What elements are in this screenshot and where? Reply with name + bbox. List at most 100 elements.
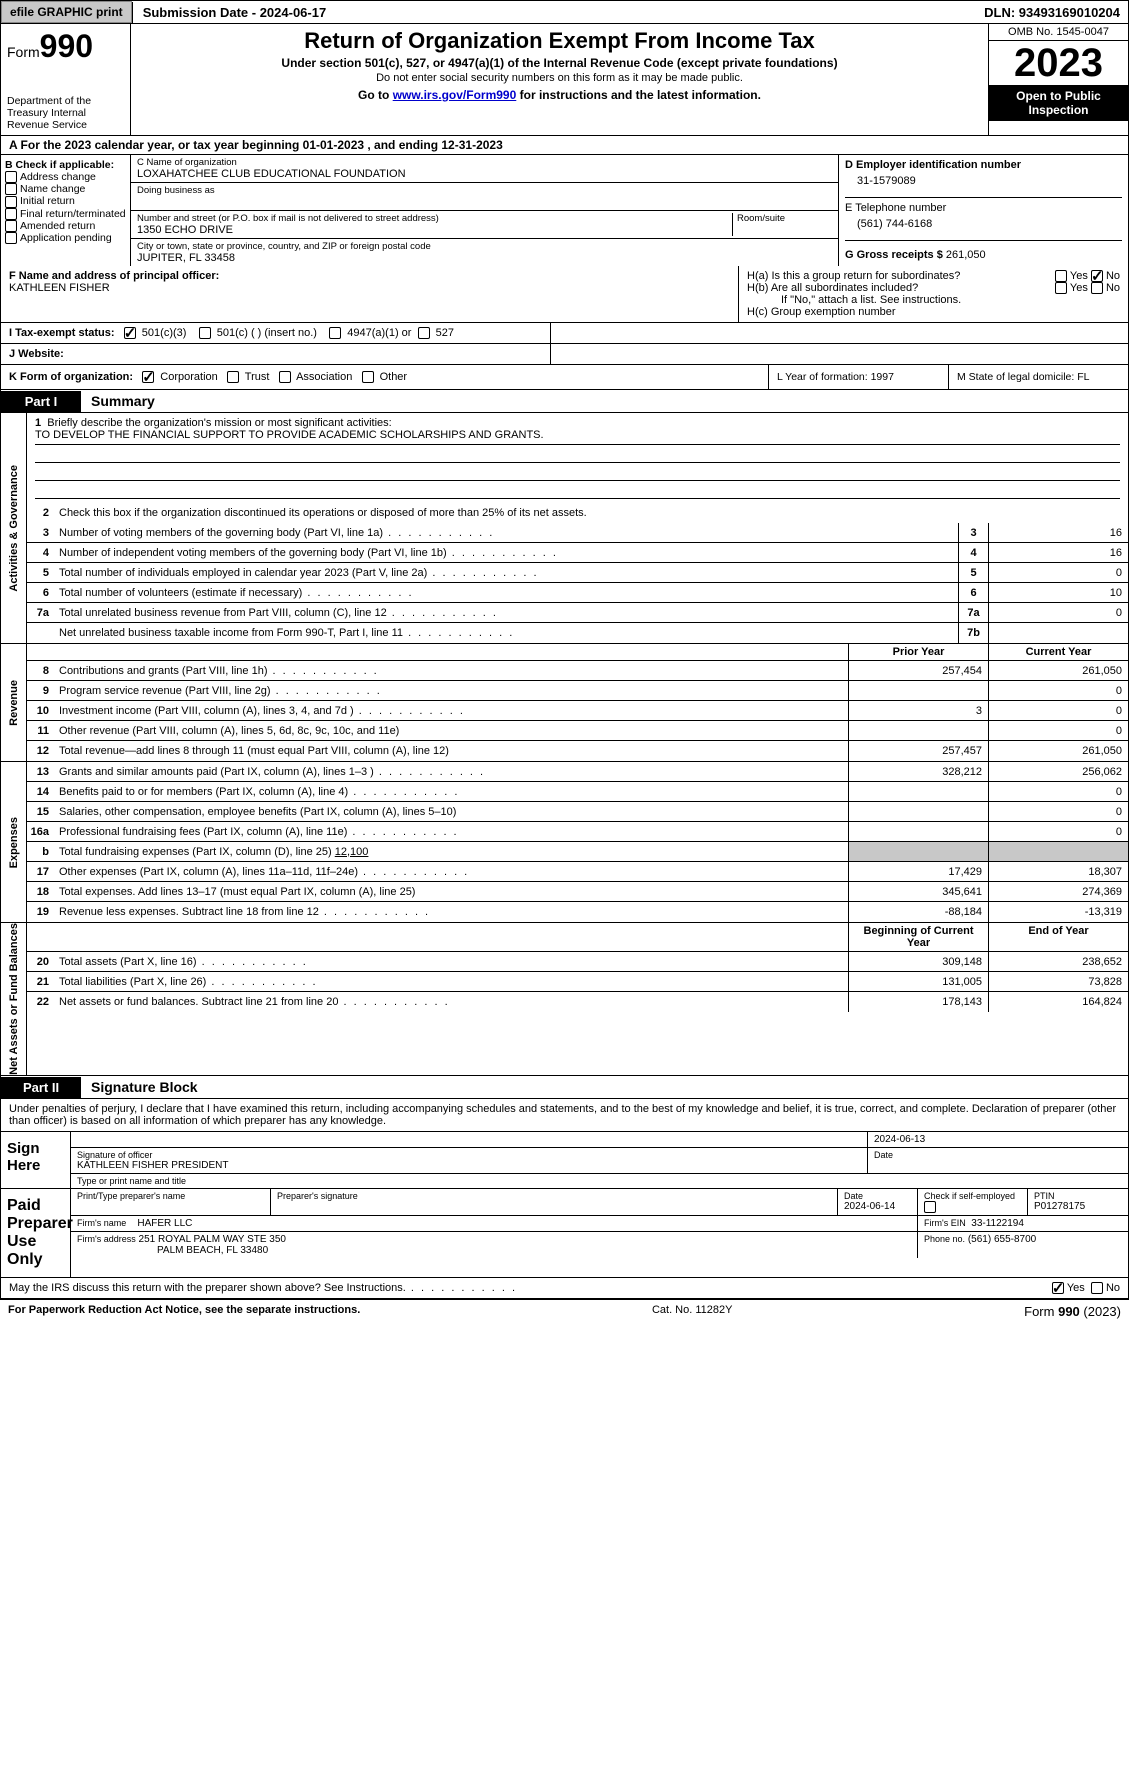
ein-label: D Employer identification number (845, 159, 1122, 171)
firm-name: HAFER LLC (137, 1218, 192, 1229)
ssn-note: Do not enter social security numbers on … (141, 72, 978, 84)
current-year-header: Current Year (988, 644, 1128, 660)
ptin: P01278175 (1034, 1201, 1085, 1212)
box-c: C Name of organization LOXAHATCHEE CLUB … (131, 155, 838, 266)
year-formation: L Year of formation: 1997 (768, 365, 948, 389)
irs-link[interactable]: www.irs.gov/Form990 (393, 88, 517, 102)
row-a-tax-year: A For the 2023 calendar year, or tax yea… (0, 136, 1129, 155)
form-subtitle: Under section 501(c), 527, or 4947(a)(1)… (141, 56, 978, 70)
assoc-checkbox[interactable] (279, 371, 291, 383)
form-label: Form (7, 44, 40, 60)
527-checkbox[interactable] (418, 327, 430, 339)
row-f-h: F Name and address of principal officer:… (0, 266, 1129, 323)
ein: 31-1579089 (845, 171, 1122, 197)
omb-number: OMB No. 1545-0047 (989, 24, 1128, 41)
ha-no-checkbox[interactable] (1091, 270, 1103, 282)
final-return-checkbox[interactable] (5, 208, 17, 220)
penalty-statement: Under penalties of perjury, I declare th… (0, 1099, 1129, 1132)
trust-checkbox[interactable] (227, 371, 239, 383)
form-header: Form990 Department of the Treasury Inter… (0, 24, 1129, 136)
mission-text: TO DEVELOP THE FINANCIAL SUPPORT TO PROV… (35, 429, 1120, 445)
row-i: I Tax-exempt status: 501(c)(3) 501(c) ( … (0, 323, 1129, 344)
top-bar: efile GRAPHIC print Submission Date - 20… (0, 0, 1129, 24)
form-number: 990 (40, 28, 93, 64)
state-domicile: M State of legal domicile: FL (948, 365, 1128, 389)
part2-header: Part II Signature Block (0, 1076, 1129, 1099)
hc-label: H(c) Group exemption number (747, 306, 1120, 318)
phone-label: E Telephone number (845, 197, 1122, 214)
addr-change-checkbox[interactable] (5, 171, 17, 183)
open-to-public: Open to Public Inspection (989, 85, 1128, 121)
org-name: LOXAHATCHEE CLUB EDUCATIONAL FOUNDATION (137, 168, 832, 180)
phone: (561) 744-6168 (845, 214, 1122, 240)
self-emp-checkbox[interactable] (924, 1201, 936, 1213)
city-label: City or town, state or province, country… (137, 241, 832, 252)
room-label: Room/suite (737, 213, 832, 224)
expenses-section: Expenses 13Grants and similar amounts pa… (0, 762, 1129, 923)
form-title: Return of Organization Exempt From Incom… (141, 28, 978, 54)
corp-checkbox[interactable] (142, 371, 154, 383)
cat-no: Cat. No. 11282Y (360, 1304, 1024, 1319)
street: 1350 ECHO DRIVE (137, 224, 732, 236)
row-j: J Website: (0, 344, 1129, 365)
4947-checkbox[interactable] (329, 327, 341, 339)
other-checkbox[interactable] (362, 371, 374, 383)
firm-phone: (561) 655-8700 (968, 1234, 1036, 1245)
net-assets-section: Net Assets or Fund Balances Beginning of… (0, 923, 1129, 1076)
initial-return-checkbox[interactable] (5, 196, 17, 208)
vtab-expenses: Expenses (8, 817, 20, 868)
name-change-checkbox[interactable] (5, 183, 17, 195)
city: JUPITER, FL 33458 (137, 252, 832, 264)
hb-note: If "No," attach a list. See instructions… (747, 294, 1120, 306)
hb-no-checkbox[interactable] (1091, 282, 1103, 294)
revenue-section: Revenue Prior YearCurrent Year 8Contribu… (0, 644, 1129, 762)
501c-checkbox[interactable] (199, 327, 211, 339)
v6: 10 (988, 583, 1128, 602)
officer-signature: KATHLEEN FISHER PRESIDENT (77, 1160, 861, 1171)
ha-label: H(a) Is this a group return for subordin… (747, 270, 1055, 282)
dept-treasury: Department of the Treasury Internal Reve… (7, 95, 124, 131)
hb-yes-checkbox[interactable] (1055, 282, 1067, 294)
section-bcd: B Check if applicable: Address change Na… (0, 155, 1129, 266)
submission-date: Submission Date - 2024-06-17 (132, 2, 337, 23)
paperwork-notice: For Paperwork Reduction Act Notice, see … (8, 1304, 360, 1319)
eoy-header: End of Year (988, 923, 1128, 951)
v4: 16 (988, 543, 1128, 562)
ha-yes-checkbox[interactable] (1055, 270, 1067, 282)
v3: 16 (988, 523, 1128, 542)
tax-year: 2023 (989, 41, 1128, 85)
paid-preparer-block: Paid Preparer Use Only Print/Type prepar… (0, 1189, 1129, 1278)
app-pending-checkbox[interactable] (5, 232, 17, 244)
discuss-row: May the IRS discuss this return with the… (0, 1278, 1129, 1299)
street-label: Number and street (or P.O. box if mail i… (137, 213, 732, 224)
v7a: 0 (988, 603, 1128, 622)
firm-addr2: PALM BEACH, FL 33480 (77, 1245, 268, 1256)
box-d: D Employer identification number 31-1579… (838, 155, 1128, 266)
hb-label: H(b) Are all subordinates included? (747, 282, 1055, 294)
goto-line: Go to www.irs.gov/Form990 for instructio… (141, 88, 978, 102)
firm-addr1: 251 ROYAL PALM WAY STE 350 (139, 1234, 286, 1245)
governance-section: Activities & Governance 1 Briefly descri… (0, 413, 1129, 644)
vtab-net-assets: Net Assets or Fund Balances (8, 923, 20, 1075)
discuss-no-checkbox[interactable] (1091, 1282, 1103, 1294)
paid-preparer-label: Paid Preparer Use Only (1, 1189, 71, 1277)
row-klm: K Form of organization: Corporation Trus… (0, 365, 1129, 390)
discuss-yes-checkbox[interactable] (1052, 1282, 1064, 1294)
vtab-revenue: Revenue (8, 680, 20, 726)
v7b (988, 623, 1128, 643)
efile-button[interactable]: efile GRAPHIC print (1, 1, 132, 23)
box-b: B Check if applicable: Address change Na… (1, 155, 131, 266)
firm-ein: 33-1122194 (971, 1218, 1024, 1229)
dba-label: Doing business as (137, 185, 832, 196)
sign-here-label: Sign Here (1, 1132, 71, 1188)
501c3-checkbox[interactable] (124, 327, 136, 339)
form-footer: Form 990 (2023) (1024, 1304, 1121, 1319)
v5: 0 (988, 563, 1128, 582)
gross-label: G Gross receipts $ (845, 249, 946, 261)
amended-checkbox[interactable] (5, 220, 17, 232)
prior-year-header: Prior Year (848, 644, 988, 660)
gross-receipts: 261,050 (946, 249, 986, 261)
boy-header: Beginning of Current Year (848, 923, 988, 951)
dln: DLN: 93493169010204 (976, 2, 1128, 23)
sign-here-block: Sign Here 2024-06-13 Signature of office… (0, 1132, 1129, 1189)
